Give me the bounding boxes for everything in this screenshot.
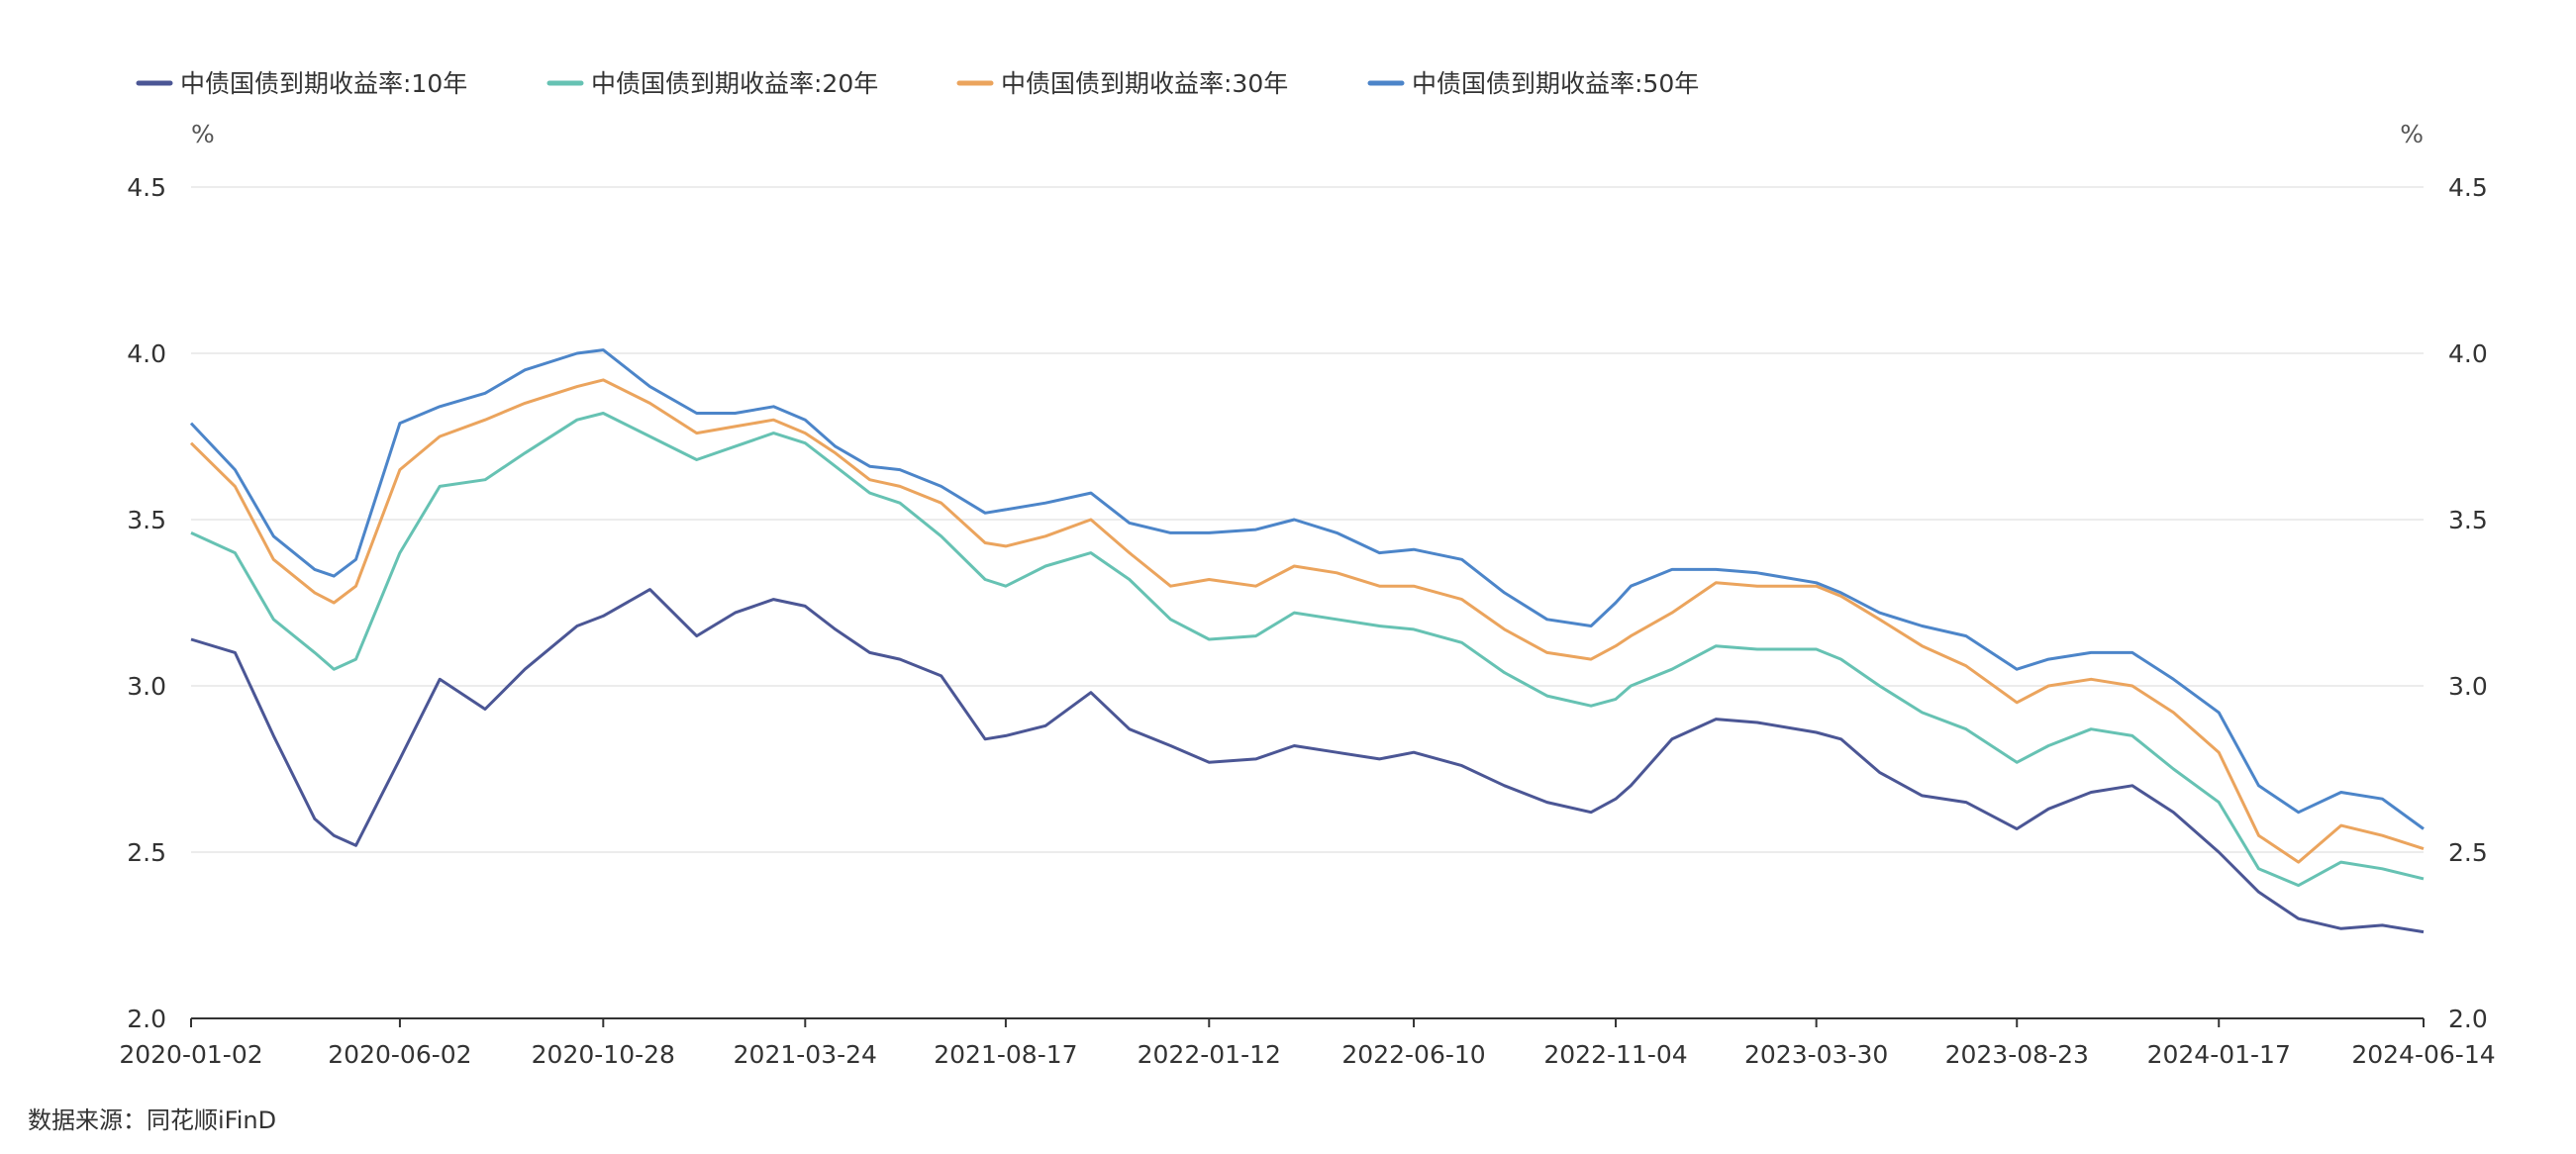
- y-tick-left: 4.5: [127, 173, 166, 202]
- y-tick-right: 4.5: [2448, 173, 2488, 202]
- x-tick-label: 2023-03-30: [1744, 1040, 1888, 1069]
- y-tick-right: 4.0: [2448, 339, 2488, 368]
- x-tick-label: 2024-01-17: [2147, 1040, 2291, 1069]
- y-axis-unit-left: %: [191, 120, 215, 148]
- y-axis-left: 2.0 2.5 3.0 3.5 4.0 4.5: [127, 173, 166, 1033]
- x-tick-label: 2020-06-02: [328, 1040, 471, 1069]
- x-tick-label: 2022-06-10: [1341, 1040, 1485, 1069]
- y-tick-left: 4.0: [127, 339, 166, 368]
- legend-label-2: 中债国债到期收益率:30年: [1001, 69, 1288, 98]
- x-tick-label: 2022-01-12: [1138, 1040, 1281, 1069]
- y-tick-right: 3.5: [2448, 506, 2488, 534]
- x-tick-label: 2020-10-28: [532, 1040, 675, 1069]
- x-tick-label: 2023-08-23: [1945, 1040, 2089, 1069]
- y-tick-right: 2.5: [2448, 838, 2488, 867]
- y-tick-right: 3.0: [2448, 672, 2488, 701]
- legend-label-0: 中债国债到期收益率:10年: [180, 69, 467, 98]
- series-layer: [189, 348, 2425, 934]
- y-tick-left: 2.0: [127, 1005, 166, 1033]
- x-tick-label: 2022-11-04: [1543, 1040, 1687, 1069]
- x-tick-label: 2020-01-02: [119, 1040, 262, 1069]
- legend-label-3: 中债国债到期收益率:50年: [1412, 69, 1699, 98]
- legend: 中债国债到期收益率:10年 中债国债到期收益率:20年 中债国债到期收益率:30年 中…: [136, 69, 1699, 98]
- y-tick-left: 3.0: [127, 672, 166, 701]
- series-line-1: [190, 412, 2425, 888]
- y-axis-right: 2.0 2.5 3.0 3.5 4.0 4.5: [2448, 173, 2488, 1033]
- legend-label-1: 中债国债到期收益率:20年: [591, 69, 878, 98]
- y-tick-right: 2.0: [2448, 1005, 2488, 1033]
- x-axis: 2020-01-02 2020-06-02 2020-10-28 2021-03-24…: [119, 1018, 2496, 1069]
- data-source-note: 数据来源：同花顺iFinD: [28, 1106, 276, 1134]
- y-tick-left: 3.5: [127, 506, 166, 534]
- x-tick-label: 2021-03-24: [734, 1040, 877, 1069]
- y-axis-unit-right: %: [2400, 120, 2424, 148]
- series-line-2: [189, 378, 2425, 864]
- y-tick-left: 2.5: [127, 838, 166, 867]
- series-line-0: [190, 588, 2425, 934]
- series-line-3: [189, 348, 2425, 830]
- x-tick-label: 2024-06-14: [2351, 1040, 2495, 1069]
- gridlines: [191, 186, 2424, 853]
- x-tick-label: 2021-08-17: [934, 1040, 1077, 1069]
